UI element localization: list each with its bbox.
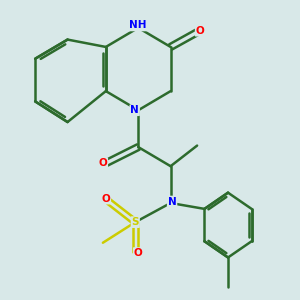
Text: N: N <box>130 105 139 115</box>
Text: N: N <box>168 196 176 206</box>
Text: O: O <box>196 26 204 36</box>
Text: O: O <box>134 248 142 258</box>
Text: O: O <box>98 158 107 168</box>
Text: NH: NH <box>130 20 147 30</box>
Text: O: O <box>101 194 110 204</box>
Text: S: S <box>131 217 139 227</box>
